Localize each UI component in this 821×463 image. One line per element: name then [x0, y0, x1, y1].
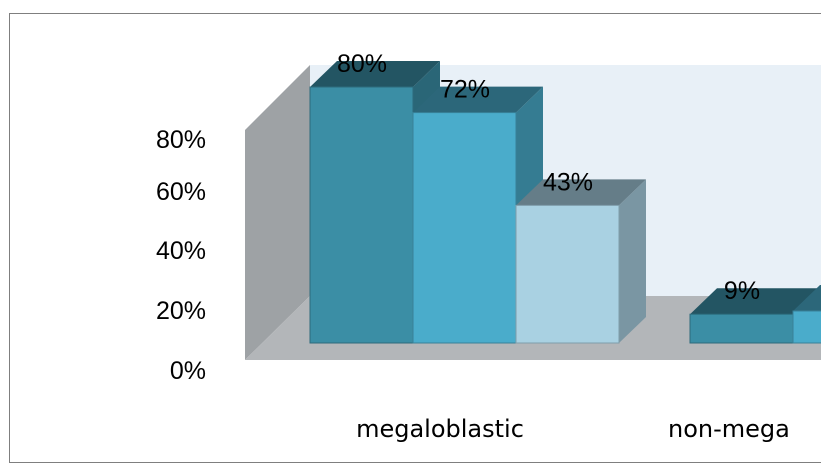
y-tick-label: 40%	[156, 237, 206, 265]
bar	[412, 112, 517, 344]
bar-top	[516, 179, 646, 206]
bar-chart: 0%20%40%60%80% 80%9%72%143% megaloblasti…	[156, 50, 821, 443]
bar	[792, 310, 821, 344]
data-label: 72%	[440, 76, 490, 104]
data-label: 80%	[337, 50, 387, 78]
data-label: 43%	[543, 168, 593, 196]
y-tick-label: 20%	[156, 297, 206, 325]
chart-side-wall	[245, 65, 310, 360]
y-tick-label: 60%	[156, 178, 206, 206]
bar-top	[413, 86, 543, 113]
category-label: megaloblastic	[356, 415, 524, 443]
data-label: 9%	[724, 277, 760, 305]
bar-side	[619, 179, 646, 343]
y-tick-label: 0%	[170, 357, 206, 385]
bar-top	[793, 285, 821, 311]
bar	[515, 204, 620, 344]
y-tick-label: 80%	[156, 126, 206, 154]
bar-top	[690, 288, 820, 315]
bar	[689, 313, 794, 344]
bar-top	[310, 61, 440, 87]
category-label: non-mega	[668, 415, 790, 443]
bar	[309, 86, 414, 344]
